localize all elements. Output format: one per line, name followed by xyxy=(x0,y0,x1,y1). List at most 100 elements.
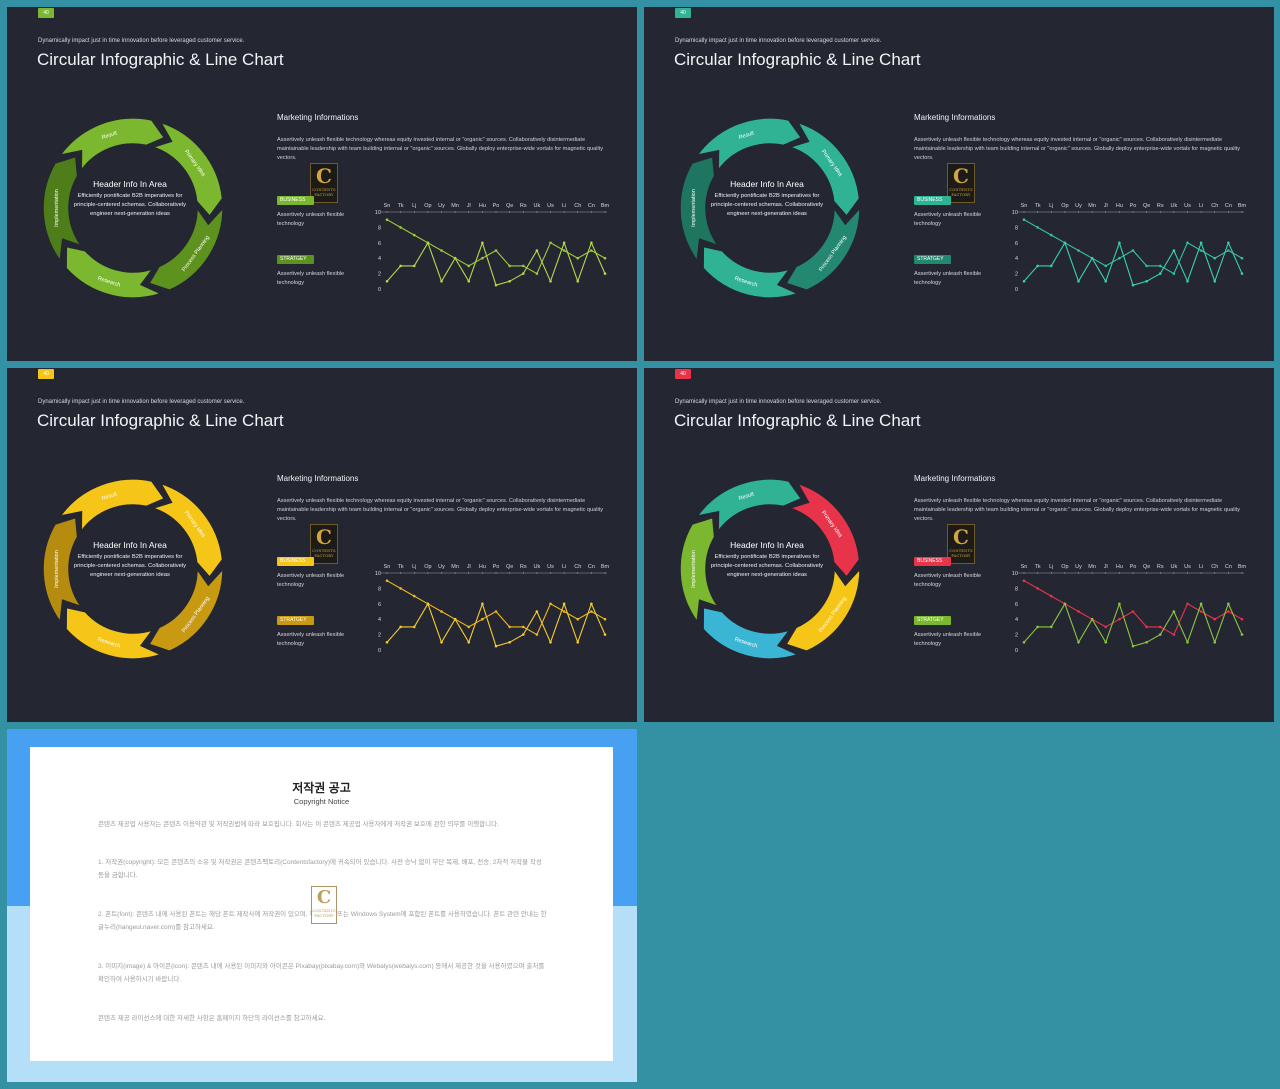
data-point xyxy=(426,602,430,606)
copyright-panel: 저작권 공고 Copyright Notice 콘텐츠 제공업 사용자는 콘텐츠… xyxy=(30,747,613,1061)
data-point xyxy=(1049,625,1053,629)
data-point xyxy=(440,249,443,252)
ring-segment xyxy=(787,482,861,579)
data-point xyxy=(385,280,389,283)
data-point xyxy=(1240,633,1244,636)
data-point xyxy=(1022,579,1026,582)
data-point xyxy=(521,625,525,629)
data-point xyxy=(521,272,525,275)
data-point xyxy=(1158,264,1162,268)
data-point xyxy=(590,241,593,245)
x-tick-label: Uy xyxy=(1075,203,1082,209)
data-point xyxy=(399,264,402,268)
slide-3: 40 Dynamically impact just in time innova… xyxy=(7,368,637,722)
ring-center xyxy=(707,506,833,632)
data-point xyxy=(576,280,580,283)
data-point xyxy=(576,256,580,260)
data-point xyxy=(1213,280,1217,283)
y-tick-label: 0 xyxy=(378,287,381,293)
data-point xyxy=(1213,641,1217,644)
ring-label: Result xyxy=(738,130,755,141)
data-point xyxy=(576,617,580,621)
data-point xyxy=(590,602,593,606)
data-point xyxy=(399,625,402,629)
marketing-heading: Marketing Informations xyxy=(914,113,996,122)
strategy-tag: STRATGEY xyxy=(914,616,951,625)
y-tick-label: 0 xyxy=(1015,287,1018,293)
data-point xyxy=(1077,610,1080,613)
data-point xyxy=(562,610,566,613)
x-tick-label: Ch xyxy=(574,203,581,209)
copyright-paragraph: 1. 저작권(copyright): 모든 콘텐츠의 소유 및 저작권은 콘텐츠… xyxy=(98,859,542,879)
data-point xyxy=(1104,641,1108,644)
y-tick-label: 0 xyxy=(1015,648,1018,654)
logo-text: CONTENTS FACTORY xyxy=(312,188,336,197)
series-line xyxy=(386,602,606,647)
x-tick-label: Sn xyxy=(384,564,391,570)
x-tick-label: Bm xyxy=(1238,203,1247,209)
data-point xyxy=(535,272,539,275)
y-tick-label: 10 xyxy=(375,571,381,577)
data-point xyxy=(385,579,389,582)
x-tick-label: Mn xyxy=(1088,203,1096,209)
data-point xyxy=(440,610,443,613)
data-point xyxy=(467,264,471,268)
contents-factory-logo: C CONTENTS FACTORY xyxy=(310,524,338,564)
strategy-desc: Assertively unleash flexible technology xyxy=(277,271,345,287)
logo-letter: C xyxy=(316,164,332,188)
slide-4: 40 Dynamically impact just in time innova… xyxy=(644,368,1274,722)
x-tick-label: Mn xyxy=(451,203,459,209)
business-tag: BUSINESS xyxy=(277,196,314,205)
y-tick-label: 8 xyxy=(1015,586,1018,592)
data-point xyxy=(481,602,484,606)
data-point xyxy=(590,249,593,252)
ring-segment xyxy=(784,205,861,292)
x-tick-label: Lj xyxy=(412,564,416,570)
y-tick-label: 2 xyxy=(378,272,381,278)
ring-label: Result xyxy=(101,130,118,141)
ring-segment xyxy=(147,566,224,653)
x-tick-label: Qe xyxy=(1143,203,1150,209)
x-tick-label: Rs xyxy=(520,564,527,570)
data-point xyxy=(1186,641,1189,644)
data-point xyxy=(1036,226,1039,229)
x-tick-label: Cn xyxy=(588,564,595,570)
ring-label: Implementation xyxy=(691,550,697,588)
data-point xyxy=(1145,264,1148,268)
series-line xyxy=(386,241,606,286)
y-tick-label: 6 xyxy=(378,241,381,247)
x-tick-label: Jl xyxy=(1104,203,1108,209)
data-point xyxy=(603,633,607,636)
data-point xyxy=(521,264,525,268)
data-point xyxy=(1227,249,1230,252)
copyright-paragraph: 3. 이미지(image) & 아이콘(icon): 콘텐츠 내에 사용된 이미… xyxy=(98,963,545,983)
data-point xyxy=(1118,617,1121,621)
x-tick-label: Cn xyxy=(588,203,595,209)
data-point xyxy=(562,249,566,252)
data-point xyxy=(1240,272,1244,275)
marketing-body: Assertively unleash flexible technology … xyxy=(914,498,1241,523)
x-tick-label: Bm xyxy=(1238,564,1247,570)
ring-segment xyxy=(695,117,803,173)
ring-segment xyxy=(702,245,800,299)
data-point xyxy=(1213,617,1217,621)
x-tick-label: Qe xyxy=(506,203,513,209)
x-tick-label: Uk xyxy=(534,203,541,209)
data-point xyxy=(1036,625,1039,629)
business-tag: BUSINESS xyxy=(277,557,314,566)
data-point xyxy=(1036,264,1039,268)
ring-segment xyxy=(42,155,84,263)
data-point xyxy=(549,241,552,245)
x-tick-label: Us xyxy=(1184,564,1191,570)
ring-segment xyxy=(58,117,166,173)
data-point xyxy=(481,617,484,621)
x-tick-label: Sn xyxy=(1021,203,1028,209)
data-point xyxy=(426,241,430,245)
y-tick-label: 8 xyxy=(378,225,381,231)
data-point xyxy=(1118,602,1121,606)
x-tick-label: Qe xyxy=(506,564,513,570)
data-point xyxy=(1186,280,1189,283)
